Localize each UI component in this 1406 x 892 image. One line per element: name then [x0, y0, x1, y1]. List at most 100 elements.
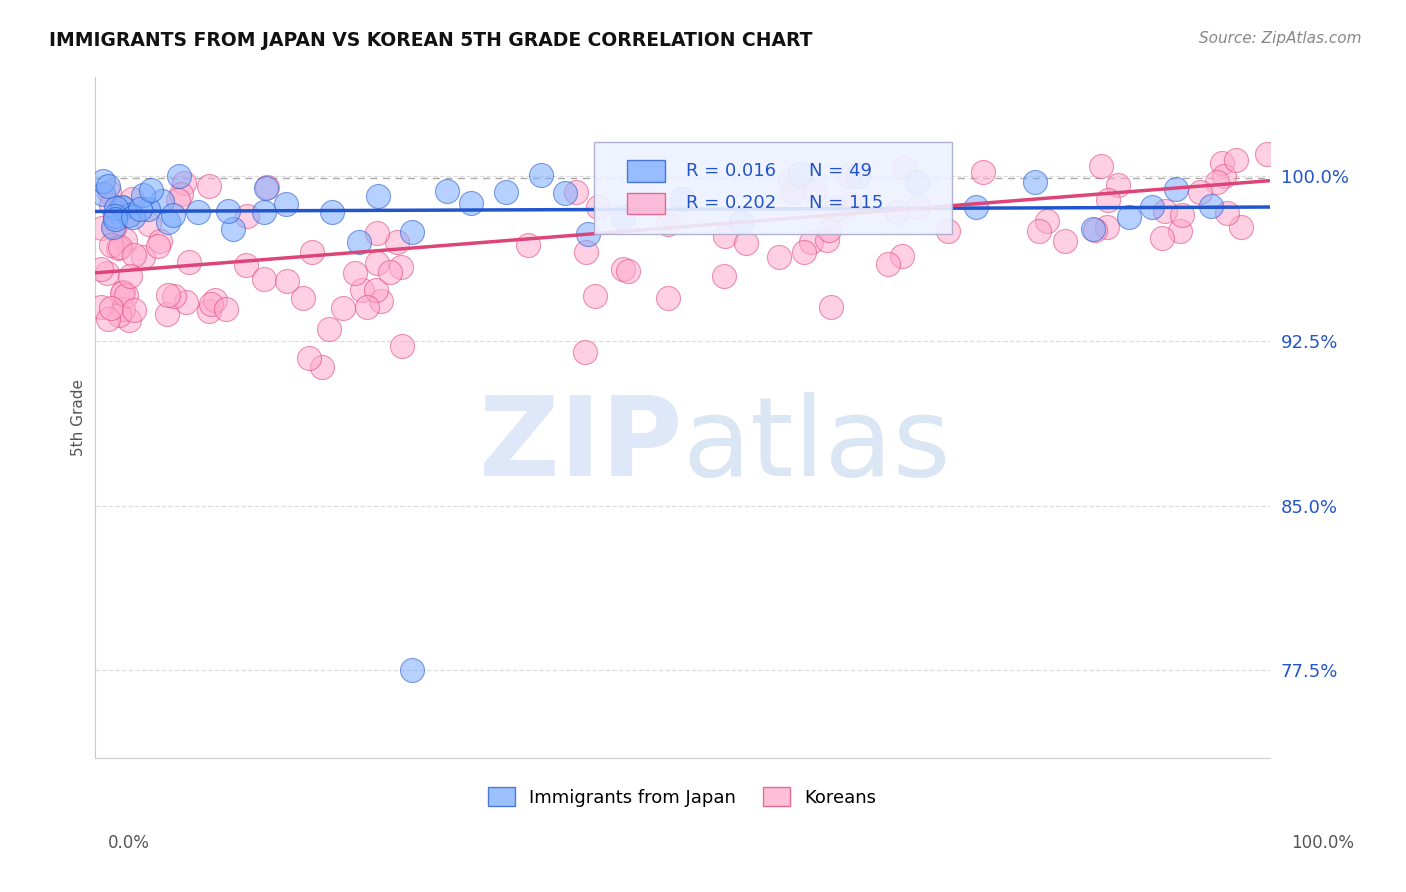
Point [150, 194, 173, 208]
Point [344, 266, 367, 280]
Point [166, 193, 188, 207]
Point [103, 220, 125, 235]
Point [789, 167, 811, 181]
Point [139, 183, 162, 197]
Point [91, 174, 114, 188]
Point [1140, 200, 1163, 214]
Text: IMMIGRANTS FROM JAPAN VS KOREAN 5TH GRADE CORRELATION CHART: IMMIGRANTS FROM JAPAN VS KOREAN 5TH GRAD… [49, 31, 813, 50]
Point [1168, 224, 1191, 238]
Point [167, 169, 190, 184]
Point [730, 215, 752, 229]
Point [198, 303, 221, 318]
Text: 0.0%: 0.0% [108, 834, 150, 852]
Point [111, 200, 134, 214]
Point [118, 313, 141, 327]
Point [187, 204, 209, 219]
Point [352, 284, 374, 298]
Point [1090, 159, 1112, 173]
Point [98, 185, 121, 199]
Point [156, 307, 179, 321]
Point [1084, 223, 1107, 237]
Text: R = 0.016: R = 0.016 [686, 161, 776, 179]
Point [301, 245, 323, 260]
Point [298, 351, 321, 365]
Point [370, 294, 392, 309]
Point [200, 297, 222, 311]
Point [1028, 224, 1050, 238]
Legend: Immigrants from Japan, Koreans: Immigrants from Japan, Koreans [481, 780, 884, 814]
Point [215, 301, 238, 316]
Point [893, 161, 915, 175]
Point [96, 266, 118, 280]
Point [311, 359, 333, 374]
Point [516, 238, 538, 252]
Point [1150, 231, 1173, 245]
Point [1024, 175, 1046, 189]
Point [367, 189, 389, 203]
Point [782, 185, 804, 199]
Point [1054, 234, 1077, 248]
Point [815, 233, 838, 247]
Point [114, 287, 136, 301]
Point [1189, 186, 1212, 200]
Point [103, 220, 125, 235]
Point [735, 235, 758, 250]
Point [838, 197, 860, 211]
Point [162, 208, 184, 222]
Point [118, 208, 141, 222]
Point [132, 187, 155, 202]
Point [1095, 219, 1118, 234]
Point [1164, 182, 1187, 196]
Point [554, 186, 576, 200]
Point [907, 201, 929, 215]
Point [112, 302, 135, 317]
Point [146, 239, 169, 253]
Point [122, 248, 145, 262]
Point [121, 193, 143, 207]
Text: ZIP: ZIP [479, 392, 682, 499]
Point [356, 300, 378, 314]
Point [1199, 199, 1222, 213]
Point [118, 208, 141, 222]
Point [276, 197, 298, 211]
Text: atlas: atlas [682, 392, 950, 499]
Point [1229, 220, 1251, 235]
Point [800, 235, 823, 249]
Point [1216, 206, 1239, 220]
Point [256, 179, 278, 194]
Point [886, 205, 908, 219]
Point [612, 262, 634, 277]
Point [156, 215, 179, 229]
Point [170, 186, 193, 201]
FancyBboxPatch shape [627, 160, 665, 182]
Point [460, 196, 482, 211]
Text: Source: ZipAtlas.com: Source: ZipAtlas.com [1198, 31, 1361, 46]
Point [222, 222, 245, 236]
Point [217, 204, 239, 219]
Point [253, 205, 276, 219]
Text: 100.0%: 100.0% [1291, 834, 1354, 852]
Point [276, 273, 298, 287]
Point [204, 293, 226, 307]
Point [1206, 175, 1229, 189]
Point [197, 178, 219, 193]
Point [657, 292, 679, 306]
Point [877, 257, 900, 271]
Point [97, 312, 120, 326]
Point [401, 225, 423, 239]
Point [936, 225, 959, 239]
Point [965, 200, 987, 214]
Point [1225, 153, 1247, 168]
Point [122, 210, 145, 224]
Point [1212, 169, 1234, 184]
Point [321, 205, 343, 219]
Point [136, 202, 159, 217]
Point [1211, 155, 1233, 169]
Point [105, 201, 128, 215]
Point [291, 291, 314, 305]
Point [100, 197, 122, 211]
Point [174, 294, 197, 309]
Point [848, 169, 870, 183]
Point [254, 181, 277, 195]
Point [574, 245, 596, 260]
